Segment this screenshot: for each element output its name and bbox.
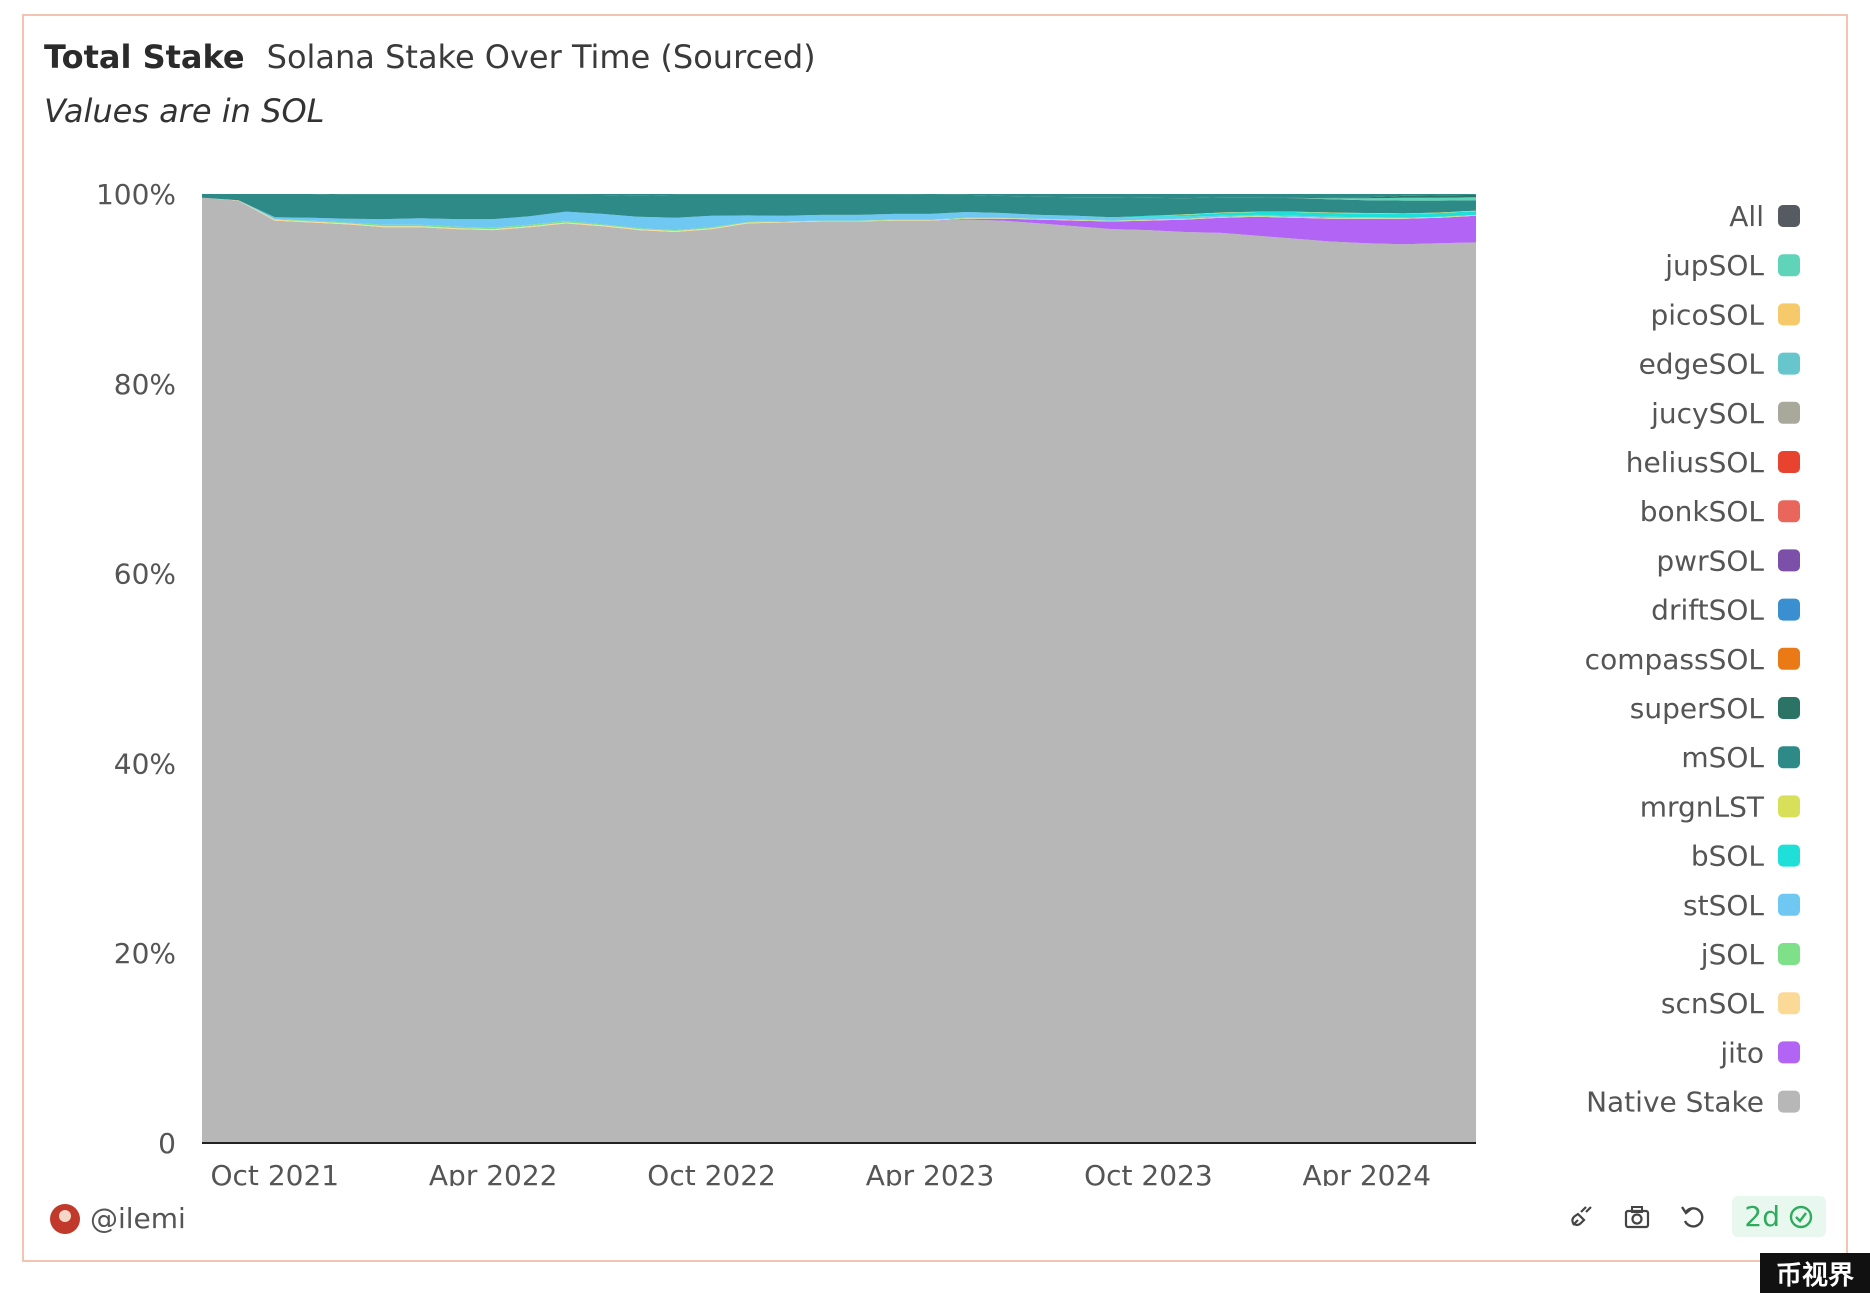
freshness-badge[interactable]: 2d	[1732, 1196, 1826, 1237]
legend-item-jito[interactable]: jito	[1719, 1036, 1800, 1069]
legend-swatch	[1778, 844, 1800, 867]
legend-swatch	[1778, 401, 1800, 424]
stacked-area-chart: 0 20% 40% 60% 80% 100% Oct 2021 Apr 2022 Oct 202…	[96, 178, 1801, 1186]
refresh-button[interactable]	[1676, 1200, 1710, 1234]
legend-item-native-stake[interactable]: Native Stake	[1586, 1086, 1800, 1119]
legend-label: edgeSOL	[1639, 348, 1765, 381]
screenshot-button[interactable]	[1620, 1200, 1654, 1234]
legend-item-heliussol[interactable]: heliusSOL	[1626, 446, 1800, 479]
legend-item-jucysol[interactable]: jucySOL	[1650, 397, 1800, 430]
legend-swatch	[1778, 647, 1800, 670]
legend-item-bonksol[interactable]: bonkSOL	[1640, 495, 1800, 528]
legend-swatch	[1778, 943, 1800, 965]
chart-title: Total Stake	[44, 38, 245, 76]
legend-swatch	[1778, 697, 1800, 719]
area-other-lsts[interactable]	[202, 194, 1476, 199]
avatar	[50, 1203, 80, 1234]
chart-toolbar: 2d	[1564, 1196, 1826, 1237]
legend-item-stsol[interactable]: stSOL	[1683, 889, 1800, 922]
legend-label: compassSOL	[1585, 643, 1765, 676]
legend-label: jSOL	[1700, 938, 1765, 971]
legend-swatch	[1778, 303, 1800, 326]
legend-swatch	[1778, 1041, 1800, 1064]
watermark-logo: 币视界	[1760, 1253, 1870, 1293]
x-tick-label: Oct 2023	[1084, 1159, 1213, 1186]
legend-item-mrgnlst[interactable]: mrgnLST	[1640, 790, 1800, 823]
legend-label: jucySOL	[1650, 397, 1764, 430]
y-tick-label: 60%	[114, 558, 176, 591]
legend-label: bonkSOL	[1640, 495, 1765, 528]
x-tick-label: Apr 2024	[1302, 1159, 1431, 1186]
y-tick-label: 100%	[96, 178, 176, 211]
legend-label: mSOL	[1681, 741, 1764, 774]
legend-item-all[interactable]: All	[1729, 200, 1800, 233]
legend-swatch	[1778, 352, 1800, 375]
legend-item-jupsol[interactable]: jupSOL	[1664, 249, 1800, 282]
legend-label: All	[1729, 200, 1764, 233]
legend-swatch	[1778, 1090, 1800, 1113]
area-bsol[interactable]	[202, 197, 1476, 220]
legend-swatch	[1778, 205, 1800, 227]
legend-label: stSOL	[1683, 889, 1764, 922]
legend-swatch	[1778, 746, 1800, 769]
legend-label: picoSOL	[1651, 298, 1765, 331]
y-tick-label: 0	[158, 1127, 176, 1160]
legend-item-jsol[interactable]: jSOL	[1700, 938, 1800, 971]
y-tick-label: 20%	[114, 937, 176, 970]
check-circle-icon	[1789, 1205, 1813, 1228]
area-remainder	[202, 194, 1476, 199]
chart-subtitle: Values are in SOL	[44, 92, 325, 130]
legend-item-bsol[interactable]: bSOL	[1691, 840, 1800, 873]
chart-title-row: Total Stake Solana Stake Over Time (Sourc…	[44, 38, 816, 76]
legend-label: mrgnLST	[1640, 790, 1765, 823]
author-name: @ilemi	[90, 1202, 186, 1235]
area-msol[interactable]	[202, 194, 1476, 220]
camera-icon	[1625, 1205, 1650, 1228]
area-native-stake[interactable]	[202, 197, 1476, 1144]
refresh-icon	[1681, 1205, 1704, 1228]
legend-label: superSOL	[1630, 692, 1765, 725]
chart-card: Total Stake Solana Stake Over Time (Sourc…	[22, 14, 1848, 1262]
legend-swatch	[1778, 549, 1800, 572]
y-tick-label: 80%	[114, 368, 176, 401]
legend-label: driftSOL	[1651, 594, 1764, 627]
chart-subtitle-inline: Solana Stake Over Time (Sourced)	[266, 38, 816, 76]
legend-swatch	[1778, 500, 1800, 523]
area-jito[interactable]	[202, 197, 1476, 245]
x-tick-label: Oct 2022	[647, 1159, 776, 1186]
y-tick-label: 40%	[114, 747, 176, 780]
legend-label: bSOL	[1691, 840, 1765, 873]
legend-swatch	[1778, 254, 1800, 277]
legend-label: jupSOL	[1664, 249, 1764, 282]
x-tick-label: Apr 2022	[429, 1159, 558, 1186]
author-credit[interactable]: @ilemi	[50, 1202, 186, 1235]
legend-item-pwrsol[interactable]: pwrSOL	[1656, 544, 1800, 577]
legend-item-driftsol[interactable]: driftSOL	[1651, 594, 1800, 627]
x-tick-label: Apr 2023	[866, 1159, 995, 1186]
legend-swatch	[1778, 893, 1800, 916]
legend-item-scnsol[interactable]: scnSOL	[1661, 987, 1800, 1020]
freshness-label: 2d	[1744, 1200, 1780, 1233]
legend-label: Native Stake	[1586, 1086, 1764, 1119]
legend-label: scnSOL	[1661, 987, 1765, 1020]
legend-swatch	[1778, 451, 1800, 473]
legend-swatch	[1778, 598, 1800, 621]
legend-item-msol[interactable]: mSOL	[1681, 741, 1800, 774]
legend-swatch	[1778, 795, 1800, 818]
embed-button[interactable]	[1564, 1200, 1598, 1234]
x-tick-label: Oct 2021	[211, 1159, 340, 1186]
legend-label: jito	[1719, 1036, 1764, 1069]
legend-item-compasssol[interactable]: compassSOL	[1585, 643, 1800, 676]
area-stsol[interactable]	[202, 197, 1476, 231]
legend-label: heliusSOL	[1626, 446, 1765, 479]
legend-label: pwrSOL	[1656, 544, 1764, 577]
plug-icon	[1571, 1205, 1593, 1226]
legend-item-picosol[interactable]: picoSOL	[1651, 298, 1801, 331]
legend-item-supersol[interactable]: superSOL	[1630, 692, 1800, 725]
legend-item-edgesol[interactable]: edgeSOL	[1639, 348, 1800, 381]
legend-swatch	[1778, 992, 1800, 1015]
